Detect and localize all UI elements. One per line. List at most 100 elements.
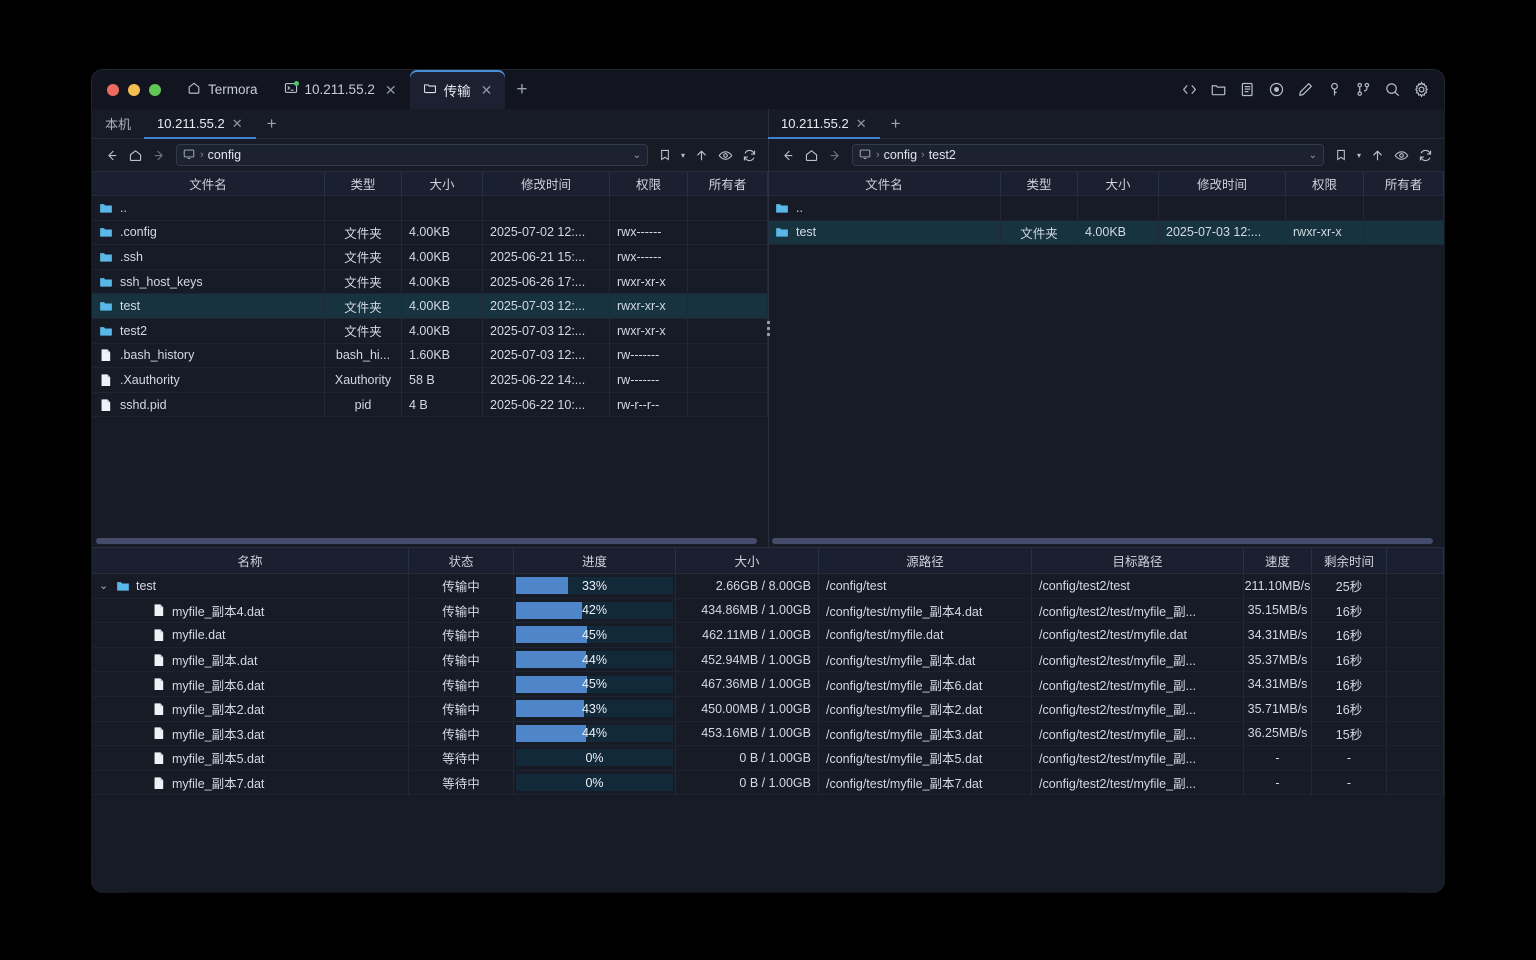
eye-icon[interactable] <box>714 144 736 166</box>
table-row[interactable]: ⌄ test 传输中 33% 2.66GB / 8.00GB/config/test/c… <box>92 574 1444 599</box>
right-pane-tab-remote[interactable]: 10.211.55.2 ✕ <box>768 109 880 139</box>
key-icon[interactable] <box>1322 77 1347 102</box>
table-row[interactable]: test 文件夹 4.00KB 2025-07-03 12:... rwxr-xr-x <box>92 294 768 319</box>
table-row[interactable]: myfile_副本2.dat 传输中 43% 450.00MB / 1.00GB/co… <box>92 696 1444 722</box>
table-row[interactable]: test 文件夹 4.00KB 2025-07-03 12:... rwxr-xr-x <box>768 220 1444 246</box>
right-pane-horizontal-scrollbar[interactable] <box>768 536 1444 547</box>
close-tab-icon[interactable]: ✕ <box>480 81 493 98</box>
splitter-grip-icon[interactable] <box>766 320 770 336</box>
transfer-progress-cell: 45% <box>514 672 676 696</box>
transfer-eta-cell: 15秒 <box>1312 721 1387 746</box>
document-icon[interactable] <box>1235 77 1260 102</box>
new-window-tab-button[interactable]: + <box>516 78 528 100</box>
table-row[interactable]: .. <box>92 196 768 221</box>
monitor-icon <box>183 148 195 163</box>
table-row[interactable]: .Xauthority Xauthority 58 B 2025-06-22 14:.… <box>92 368 768 393</box>
breadcrumb-segment[interactable]: test2 <box>928 148 956 162</box>
table-row[interactable]: myfile_副本7.dat 等待中 0% 0 B / 1.00GB/config/t… <box>92 770 1444 796</box>
left-pane-tab-remote[interactable]: 10.211.55.2 ✕ <box>144 109 256 139</box>
arrow-right-icon[interactable] <box>824 144 846 166</box>
left-column-header[interactable]: 修改时间 <box>483 172 610 195</box>
maximize-window-button[interactable] <box>149 83 161 96</box>
table-row[interactable]: sshd.pid pid 4 B 2025-06-22 10:... rw-r--r-- <box>92 392 768 418</box>
refresh-icon[interactable] <box>1414 144 1436 166</box>
transfer-size-cell: 467.36MB / 1.00GB <box>676 672 819 696</box>
window-tabstrip: Termora 10.211.55.2 ✕ 传输 ✕ <box>174 70 538 109</box>
close-tab-icon[interactable]: ✕ <box>231 115 243 131</box>
left-pane-horizontal-scrollbar[interactable] <box>92 536 768 547</box>
transfer-column-header[interactable]: 剩余时间 <box>1312 548 1387 573</box>
refresh-icon[interactable] <box>738 144 760 166</box>
transfer-column-header[interactable]: 速度 <box>1244 548 1312 573</box>
transfer-column-header[interactable]: 源路径 <box>819 548 1032 573</box>
left-pane-new-tab-button[interactable]: + <box>266 113 277 133</box>
right-column-header[interactable]: 文件名 <box>768 172 1001 195</box>
right-column-header[interactable]: 修改时间 <box>1159 172 1286 195</box>
table-row[interactable]: myfile_副本.dat 传输中 44% 452.94MB / 1.00GB/con… <box>92 647 1444 673</box>
right-pane-address-bar[interactable]: › config › test2 ⌄ <box>852 144 1324 166</box>
right-column-header[interactable]: 类型 <box>1001 172 1078 195</box>
table-row[interactable]: .. <box>768 196 1444 221</box>
transfer-column-header[interactable]: 名称 <box>92 548 409 573</box>
close-window-button[interactable] <box>107 83 119 96</box>
right-column-header[interactable]: 权限 <box>1286 172 1364 195</box>
table-row[interactable]: myfile.dat 传输中 45% 462.11MB / 1.00GB/config… <box>92 623 1444 648</box>
chevron-down-icon[interactable]: ⌄ <box>632 149 641 161</box>
record-icon[interactable] <box>1264 77 1289 102</box>
close-tab-icon[interactable]: ✕ <box>384 81 397 98</box>
bookmark-dropdown-caret[interactable]: ▾ <box>680 150 685 160</box>
left-file-table: 文件名 类型 大小 修改时间 权限 所有者 .. .config 文件夹 4.00KB 2025-… <box>92 171 768 547</box>
left-pane-tab-local[interactable]: 本机 <box>92 109 144 138</box>
close-tab-icon[interactable]: ✕ <box>855 115 867 131</box>
breadcrumb-segment[interactable]: config <box>883 148 918 162</box>
table-row[interactable]: myfile_副本3.dat 传输中 44% 453.16MB / 1.00GB/co… <box>92 721 1444 747</box>
table-row[interactable]: .ssh 文件夹 4.00KB 2025-06-21 15:... rwx------ <box>92 245 768 270</box>
eye-icon[interactable] <box>1390 144 1412 166</box>
right-column-header[interactable]: 大小 <box>1078 172 1159 195</box>
table-row[interactable]: ssh_host_keys 文件夹 4.00KB 2025-06-26 17:... r… <box>92 269 768 295</box>
table-row[interactable]: .bash_history bash_hi... 1.60KB 2025-07-03 … <box>92 343 768 369</box>
arrow-up-icon[interactable] <box>690 144 712 166</box>
minimize-window-button[interactable] <box>128 83 140 96</box>
left-pane-address-bar[interactable]: › config ⌄ <box>176 144 648 166</box>
home-icon[interactable] <box>124 144 146 166</box>
table-row[interactable]: .config 文件夹 4.00KB 2025-07-02 12:... rwx----… <box>92 220 768 246</box>
arrow-left-icon[interactable] <box>100 144 122 166</box>
window-tab-termora[interactable]: Termora <box>174 70 271 109</box>
left-column-header[interactable]: 文件名 <box>92 172 325 195</box>
search-icon[interactable] <box>1380 77 1405 102</box>
table-row[interactable]: myfile_副本6.dat 传输中 45% 467.36MB / 1.00GB/co… <box>92 672 1444 697</box>
right-file-table-body: .. test 文件夹 4.00KB 2025-07-03 12:... rwxr-xr-… <box>768 196 1444 536</box>
chevron-down-icon[interactable]: ⌄ <box>1308 149 1317 161</box>
pencil-icon[interactable] <box>1293 77 1318 102</box>
transfer-column-header[interactable]: 状态 <box>409 548 514 573</box>
home-icon[interactable] <box>800 144 822 166</box>
bookmark-icon[interactable] <box>654 144 676 166</box>
transfer-column-header[interactable]: 进度 <box>514 548 676 573</box>
arrow-right-icon[interactable] <box>148 144 170 166</box>
right-pane-new-tab-button[interactable]: + <box>890 113 901 133</box>
folder-icon[interactable] <box>1206 77 1231 102</box>
git-branch-icon[interactable] <box>1351 77 1376 102</box>
chevron-down-icon[interactable]: ⌄ <box>99 580 109 593</box>
table-row[interactable]: myfile_副本4.dat 传输中 42% 434.86MB / 1.00GB/co… <box>92 598 1444 624</box>
breadcrumb-segment[interactable]: config <box>207 148 242 162</box>
left-column-header[interactable]: 权限 <box>610 172 688 195</box>
code-icon[interactable] <box>1177 77 1202 102</box>
left-column-header[interactable]: 类型 <box>325 172 402 195</box>
table-row[interactable]: myfile_副本5.dat 等待中 0% 0 B / 1.00GB/config/t… <box>92 746 1444 771</box>
transfer-column-header[interactable]: 大小 <box>676 548 819 573</box>
gear-icon[interactable] <box>1409 77 1434 102</box>
bookmark-dropdown-caret[interactable]: ▾ <box>1356 150 1361 160</box>
right-column-header[interactable]: 所有者 <box>1364 172 1444 195</box>
left-column-header[interactable]: 所有者 <box>688 172 768 195</box>
window-tab-terminal[interactable]: 10.211.55.2 ✕ <box>271 70 410 109</box>
arrow-up-icon[interactable] <box>1366 144 1388 166</box>
window-titlebar: Termora 10.211.55.2 ✕ 传输 ✕ <box>92 70 1444 109</box>
bookmark-icon[interactable] <box>1330 144 1352 166</box>
left-column-header[interactable]: 大小 <box>402 172 483 195</box>
table-row[interactable]: test2 文件夹 4.00KB 2025-07-03 12:... rwxr-xr-x <box>92 318 768 344</box>
arrow-left-icon[interactable] <box>776 144 798 166</box>
window-tab-transfer[interactable]: 传输 ✕ <box>409 70 506 109</box>
transfer-column-header[interactable]: 目标路径 <box>1032 548 1244 573</box>
